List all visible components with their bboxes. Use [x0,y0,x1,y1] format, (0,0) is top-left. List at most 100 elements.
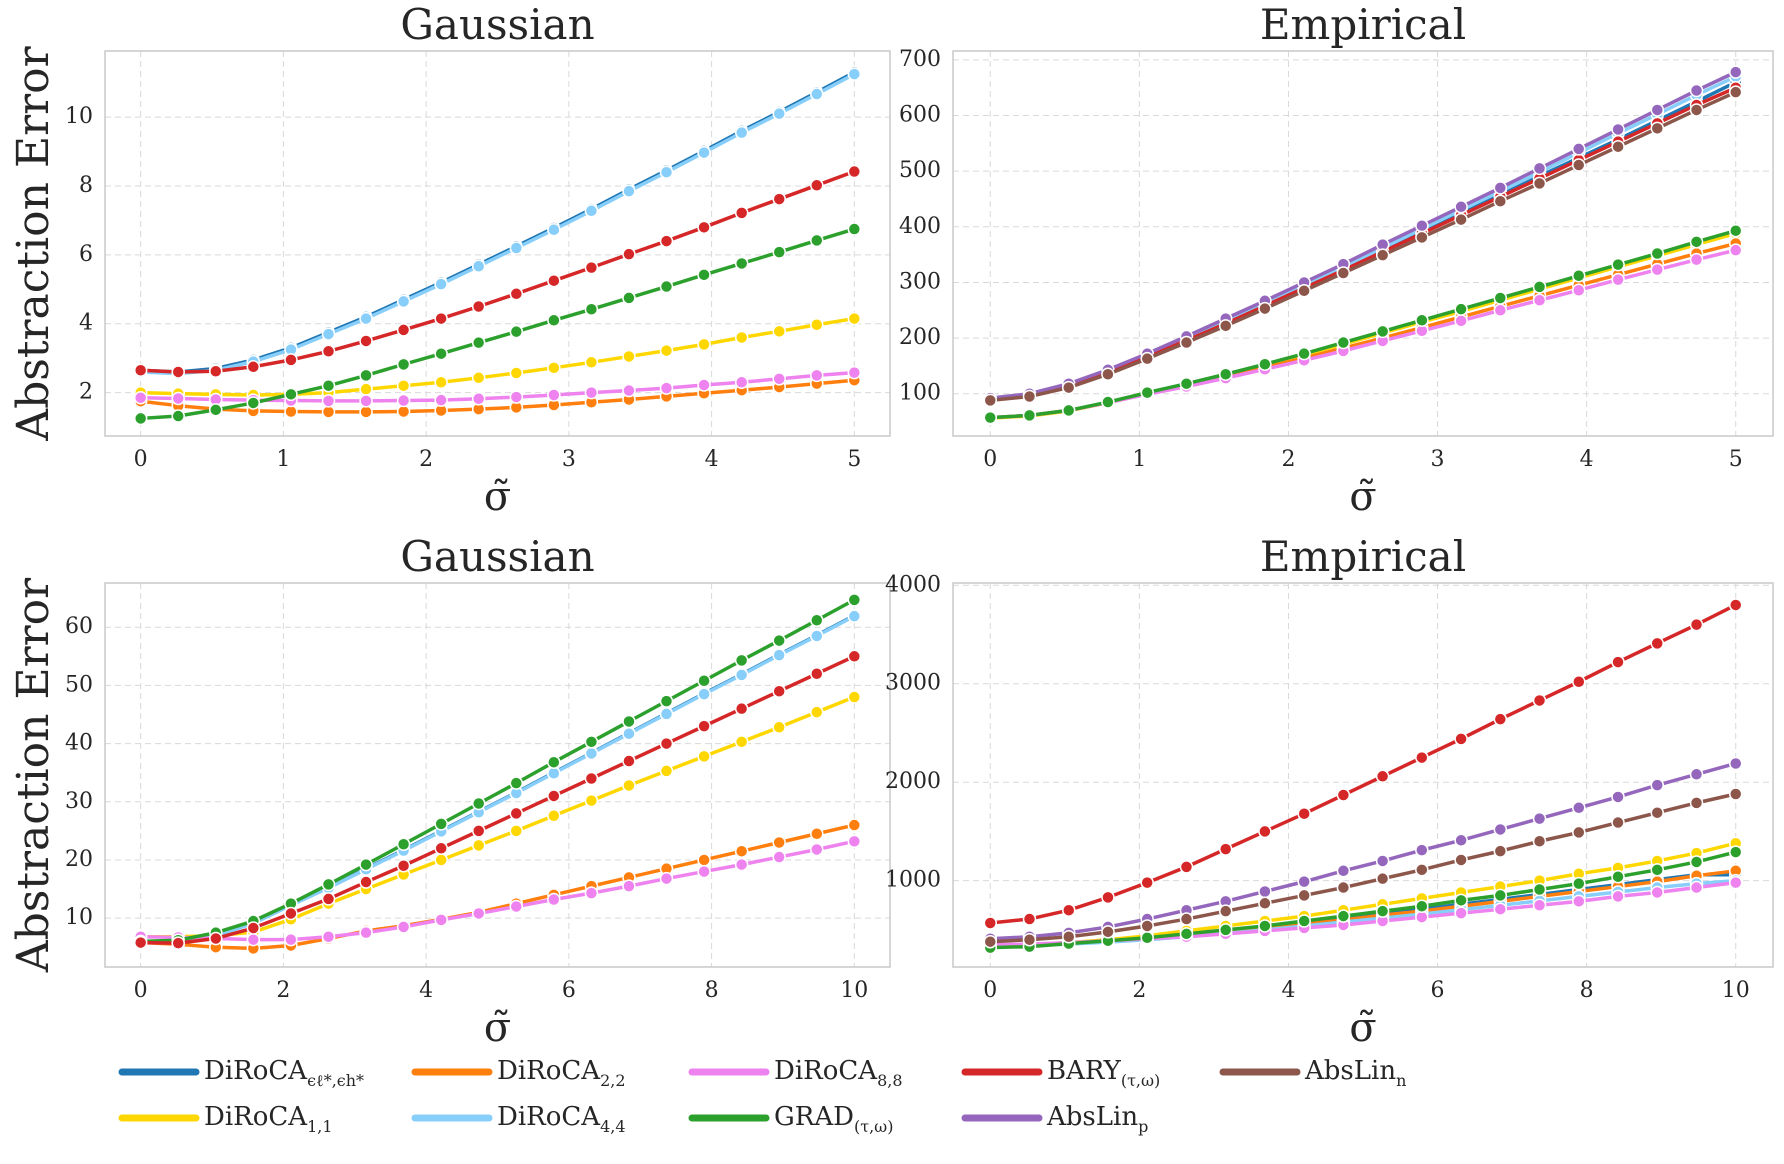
data-point [1611,122,1625,137]
data-point [1415,750,1429,765]
data-point [547,789,561,803]
legend-name: BARY [1047,1056,1122,1086]
legend: DiRoCAϵℓ*,ϵh*DiRoCA1,1DiRoCA2,2DiRoCA4,4… [118,1056,1406,1136]
data-point [772,192,786,206]
data-point [1532,898,1547,913]
data-point [1336,909,1351,923]
legend-subscript: n [1396,1071,1406,1090]
data-point [171,391,185,406]
data-point [1650,863,1664,877]
data-point [133,391,148,405]
data-point [471,796,486,811]
x-axis-label: σ̃ [484,1005,511,1051]
data-point [810,368,824,383]
data-point [434,841,448,856]
x-tick-label: 2 [419,447,433,472]
data-point [697,673,711,688]
data-point [1375,248,1390,262]
legend-name: AbsLin [1046,1102,1138,1132]
y-tick-label: 3000 [885,671,941,696]
data-point [321,929,336,944]
chart-title: Empirical [1260,532,1466,581]
data-point [584,735,599,749]
data-point [810,87,824,101]
data-point [847,834,862,849]
data-point [359,334,373,348]
data-point [847,609,862,623]
data-point [1062,903,1076,917]
x-tick-label: 0 [983,447,997,472]
plot-frame [104,582,891,968]
data-point [1728,787,1743,801]
data-point [697,145,711,160]
data-point [509,287,524,301]
data-point [246,932,261,947]
data-point [359,925,373,940]
data-point [209,403,223,417]
data-point [697,864,711,879]
y-tick-label: 10 [65,104,93,129]
data-point [697,719,711,733]
data-point [1493,291,1508,305]
data-point [1571,269,1586,283]
y-axis-label: Abstraction Error [8,45,59,441]
plot-background [105,583,890,967]
data-point [734,330,749,345]
data-point [284,404,298,419]
y-tick-label: 300 [899,269,941,294]
data-point [1454,212,1468,227]
data-point [584,886,599,900]
data-point [1140,931,1154,945]
data-point [1650,262,1665,277]
data-point [697,220,711,235]
data-point [847,818,862,832]
data-point [847,311,862,326]
data-point [1571,158,1586,172]
data-point [1415,218,1429,233]
data-point [1493,181,1508,195]
chart-title: Gaussian [400,0,594,49]
data-point [1101,395,1115,409]
data-point [584,793,599,808]
data-point [584,260,599,275]
y-tick-label: 700 [899,47,941,72]
legend-label: BARY(τ,ω) [1047,1056,1160,1090]
x-tick-label: 3 [562,447,576,472]
y-tick-label: 100 [899,381,941,406]
data-point [983,393,998,408]
data-point [1493,888,1508,903]
y-tick-label: 50 [65,672,93,697]
legend-subscript: 8,8 [877,1071,902,1090]
data-point [1336,864,1351,878]
data-point [471,335,486,350]
legend-subscript: 1,1 [307,1117,332,1136]
y-tick-label: 400 [899,214,941,239]
data-point [622,714,636,729]
data-point [1611,139,1625,154]
data-point [622,247,636,261]
data-point [734,256,749,271]
data-point [1650,778,1664,792]
x-axis-label: σ̃ [1349,1005,1376,1051]
data-point [1493,844,1508,858]
data-point [1611,889,1625,904]
data-point [434,913,448,927]
data-point [622,383,636,398]
data-point [509,390,524,404]
data-point [1571,283,1586,297]
data-point [246,921,261,935]
data-point [1532,882,1547,897]
plot-background [953,51,1773,436]
data-point [1336,266,1351,280]
legend-name: GRAD [774,1102,854,1132]
legend-label: DiRoCA2,2 [497,1056,626,1090]
y-tick-label: 60 [65,614,93,639]
legend-name: DiRoCA [204,1056,308,1086]
data-point [659,871,674,886]
data-point [847,222,862,236]
data-point [1062,930,1076,944]
legend-subscript: (τ,ω) [1121,1071,1160,1090]
data-point [396,837,411,851]
data-point [622,778,636,793]
data-point [321,877,336,892]
